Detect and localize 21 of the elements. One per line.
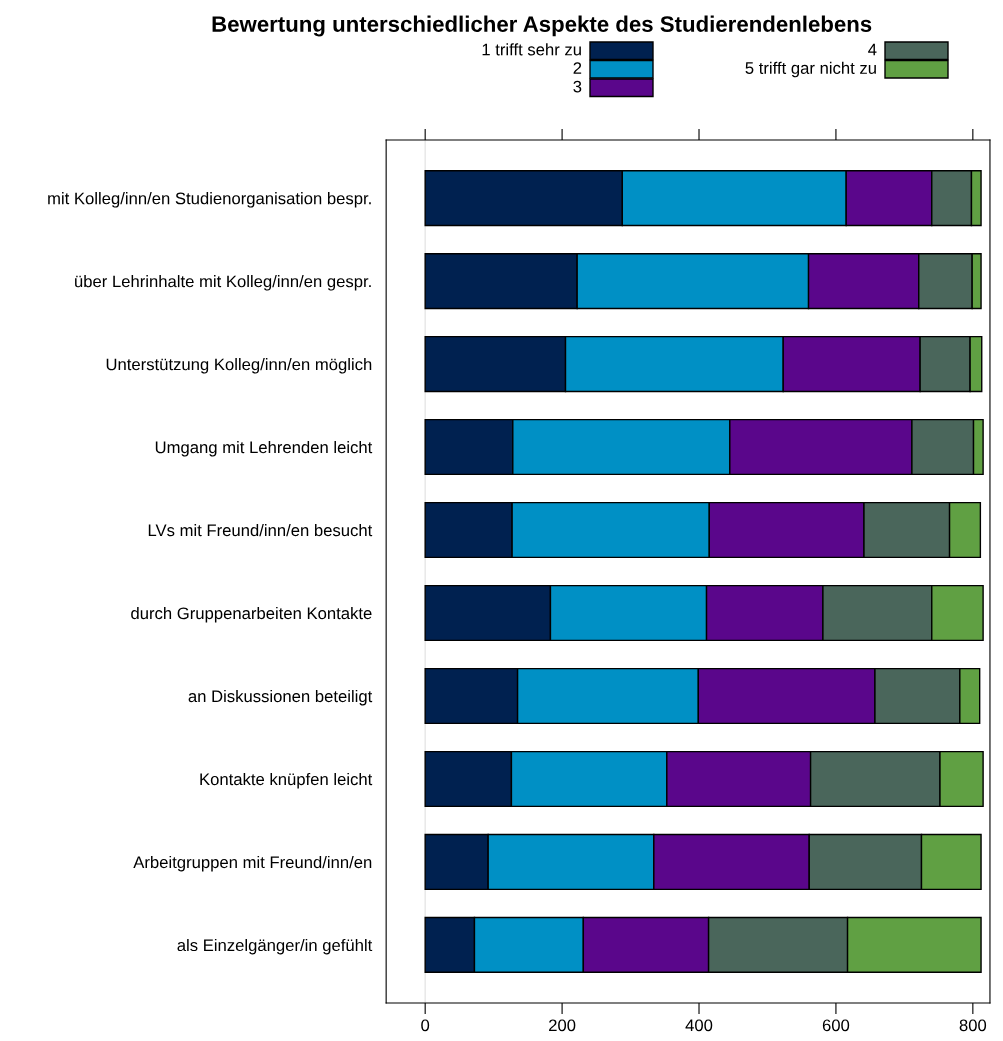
y-tick-label: durch Gruppenarbeiten Kontakte [131, 606, 372, 623]
y-tick-label: Arbeitgruppen mit Freund/inn/en [133, 855, 372, 872]
y-tick-label: an Diskussionen beteiligt [188, 689, 373, 706]
x-tick-label: 600 [822, 1019, 850, 1032]
legend-label: 5 trifft gar nicht zu [745, 61, 876, 78]
y-tick-label: Kontakte knüpfen leicht [200, 772, 373, 789]
x-tick-label: 800 [959, 1019, 987, 1032]
x-tick-label: 400 [685, 1019, 713, 1032]
y-tick-label: als Einzelgänger/in gefühlt [177, 938, 373, 955]
y-tick-label: über Lehrinhalte mit Kolleg/inn/en gespr. [75, 275, 371, 291]
y-tick-label: LVs mit Freund/inn/en besucht [148, 523, 373, 537]
chart-title: Bewertung unterschiedlicher Aspekte des Studierendenlebens [212, 15, 872, 37]
legend-label: 3 [573, 80, 582, 93]
legend-label: 4 [868, 43, 877, 56]
legend-label: 1 trifft sehr zu [482, 43, 581, 56]
y-tick-label: Umgang mit Lehrenden leicht [155, 441, 373, 457]
legend-label: 2 [573, 62, 582, 74]
y-tick-label: mit Kolleg/inn/en Studienorganisation bespr. [48, 192, 371, 208]
x-tick-label: 0 [421, 1019, 430, 1032]
x-tick-label: 200 [549, 1019, 576, 1032]
y-tick-label: Unterstützung Kolleg/inn/en möglich [106, 358, 372, 374]
